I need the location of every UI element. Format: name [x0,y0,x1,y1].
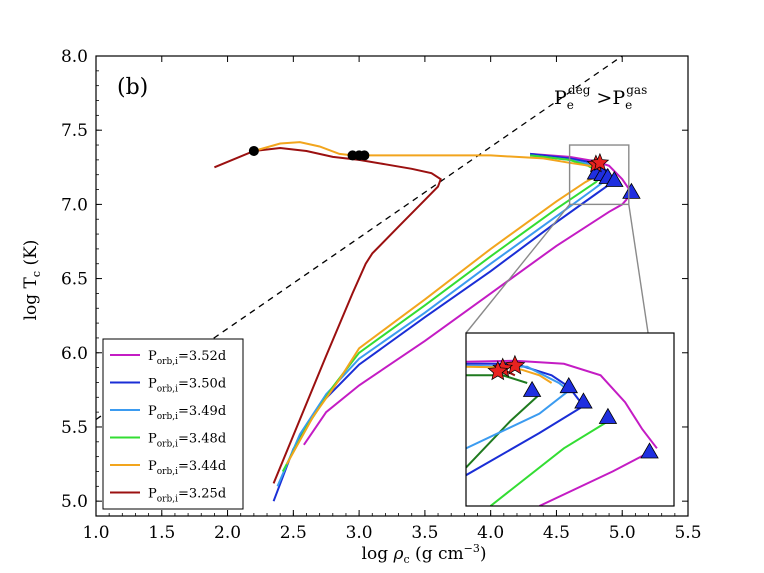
dot-marker-3 [359,150,370,161]
legend-label-main: P [148,377,157,392]
legend-label-2: Porb,i=3.49d [148,404,226,422]
inset-triangle-3 [598,407,618,424]
legend-label-0: Porb,i=3.52d [148,349,226,367]
inset-track-5 [489,420,609,506]
x-axis-label: log ρc (g cm−3) [362,542,487,566]
legend-label-4: Porb,i=3.44d [148,459,226,477]
tick-labels: 1.0 1.5 2.0 2.5 3.0 3.5 4.0 4.5 5.0 5.5 5.0 5.5 6.0 6… [61,47,702,543]
x-tick-label-8: 5.0 [609,523,636,543]
legend-label-suffix: =3.25d [178,487,226,502]
x-tick-label-6: 4.0 [477,523,504,543]
star-marker-1 [590,152,610,171]
inset-track-10 [466,365,553,384]
legend-label-main: P [148,404,157,419]
degeneracy-boundary-line [96,56,623,421]
y-tick-label-0: 5.0 [61,492,88,512]
inset-track-2 [466,393,541,469]
inset-background [466,333,674,506]
regime-annotation: Pedeg >Pegas [554,83,647,112]
inset-plot [465,332,675,507]
x-tick-label-9: 5.5 [674,523,701,543]
y-tick-label-6: 8.0 [61,47,88,67]
legend-label-sub: orb,i [157,495,178,505]
legend-label-sub: orb,i [157,467,178,477]
legend-label-suffix: =3.48d [178,432,226,447]
x-tick-label-4: 3.0 [346,523,373,543]
y-tick-label-5: 7.5 [61,121,88,141]
legend-label-main: P [148,432,157,447]
y-tick-label-1: 5.5 [61,418,88,438]
y-axis-label: log Tc (K) [21,240,43,321]
dot-marker-0 [248,145,259,156]
inset-triangle-2 [574,392,593,409]
legend-label-sub: orb,i [157,440,178,450]
y-tick-label-4: 7.0 [61,195,88,215]
inset-track-6 [538,451,650,506]
inset-track-4 [466,405,585,477]
legend-label-sub: orb,i [157,357,178,367]
inset-triangle-1 [559,377,579,394]
x-tick-label-0: 1.0 [82,523,109,543]
inset-triangle-0 [522,380,542,397]
inset-star-0 [504,354,526,375]
legend-label-suffix: =3.50d [178,377,226,392]
legend-label-main: P [148,349,157,364]
y-tick-label-3: 6.5 [61,270,88,290]
plot-area [95,55,689,517]
legend-label-sub: orb,i [157,412,178,422]
triangle-marker-3 [605,170,624,187]
legend-label-3: Porb,i=3.48d [148,432,226,450]
legend-label-suffix: =3.49d [178,404,226,419]
legend-label-suffix: =3.52d [178,349,226,364]
track-2 [276,176,609,487]
track-5 [214,146,442,484]
legend: Porb,i=3.52dPorb,i=3.50dPorb,i=3.49dPorb… [102,338,244,510]
zoom-box [568,144,630,206]
inset-frame [465,332,675,507]
legend-label-5: Porb,i=3.25d [148,487,226,505]
x-tick-label-1: 1.5 [148,523,175,543]
y-tick-label-2: 6.0 [61,344,88,364]
inset-content [466,354,659,506]
inset-triangle-4 [640,442,659,459]
x-tick-label-7: 4.5 [543,523,570,543]
legend-label-suffix: =3.44d [178,459,226,474]
x-tick-label-2: 2.0 [214,523,241,543]
panel-label: (b) [117,75,148,100]
plot-content [96,56,641,502]
axes-frame [95,55,689,517]
legend-label-sub: orb,i [157,385,178,395]
legend-box [102,338,244,510]
inset-track-3 [466,389,570,450]
x-tick-label-3: 2.5 [280,523,307,543]
track-4 [285,171,600,465]
legend-label-1: Porb,i=3.50d [148,377,226,395]
legend-label-main: P [148,459,157,474]
triangle-marker-4 [622,182,641,199]
zoom-connector-left [465,203,571,334]
x-tick-label-5: 3.5 [411,523,438,543]
legend-label-main: P [148,487,157,502]
inset-star-2 [487,360,509,381]
